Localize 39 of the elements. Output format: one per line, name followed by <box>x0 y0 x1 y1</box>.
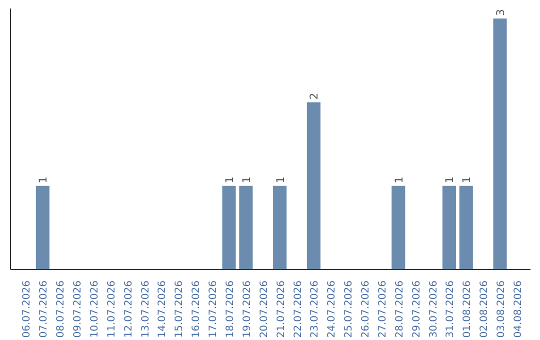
x-tick-label: 08.07.2026 <box>56 280 67 338</box>
x-tick-label: 25.07.2026 <box>344 280 355 338</box>
data-label: 2 <box>308 92 321 100</box>
x-tick-label: 09.07.2026 <box>72 280 84 338</box>
data-label: 1 <box>443 176 456 184</box>
x-tick-label: 04.08.2026 <box>512 280 524 338</box>
data-label: 3 <box>494 9 508 16</box>
x-tick-label: 27.07.2026 <box>377 280 388 338</box>
x-tick-label: 02.08.2026 <box>479 280 490 338</box>
x-tick-label: 29.07.2026 <box>411 280 422 338</box>
data-label: 1 <box>460 176 474 184</box>
x-tick-label: 06.07.2026 <box>22 280 33 338</box>
x-tick-label: 26.07.2026 <box>360 280 372 338</box>
data-label: 1 <box>274 176 287 184</box>
x-tick-label: 23.07.2026 <box>310 280 321 338</box>
x-tick-label: 30.07.2026 <box>428 280 440 338</box>
x-tick-label: 03.08.2026 <box>496 280 508 338</box>
x-tick-label: 21.07.2026 <box>276 280 287 338</box>
x-tick-label: 18.07.2026 <box>225 280 236 338</box>
x-tick-label: 20.07.2026 <box>258 280 270 338</box>
x-tick-label: 12.07.2026 <box>123 280 134 338</box>
x-tick-label: 01.08.2026 <box>462 280 474 338</box>
x-tick-label: 10.07.2026 <box>89 280 100 338</box>
x-tick-label: 14.07.2026 <box>157 280 168 338</box>
x-tick-label: 15.07.2026 <box>174 280 186 338</box>
data-label: 1 <box>392 176 406 184</box>
x-tick-label: 07.07.2026 <box>38 280 50 338</box>
x-tick-label: 19.07.2026 <box>242 280 253 338</box>
x-tick-label: 22.07.2026 <box>292 280 304 338</box>
x-tick-label: 16.07.2026 <box>191 280 202 338</box>
x-tick-label: 31.07.2026 <box>445 280 456 338</box>
data-label: 1 <box>36 176 50 184</box>
x-tick-label: 24.07.2026 <box>326 280 338 338</box>
x-tick-label: 17.07.2026 <box>208 280 220 338</box>
x-tick-label: 28.07.2026 <box>394 280 406 338</box>
x-tick-label: 13.07.2026 <box>140 280 152 338</box>
x-tick-label: 11.07.2026 <box>106 280 118 338</box>
data-label: 1 <box>223 176 236 184</box>
data-label: 1 <box>240 176 253 184</box>
